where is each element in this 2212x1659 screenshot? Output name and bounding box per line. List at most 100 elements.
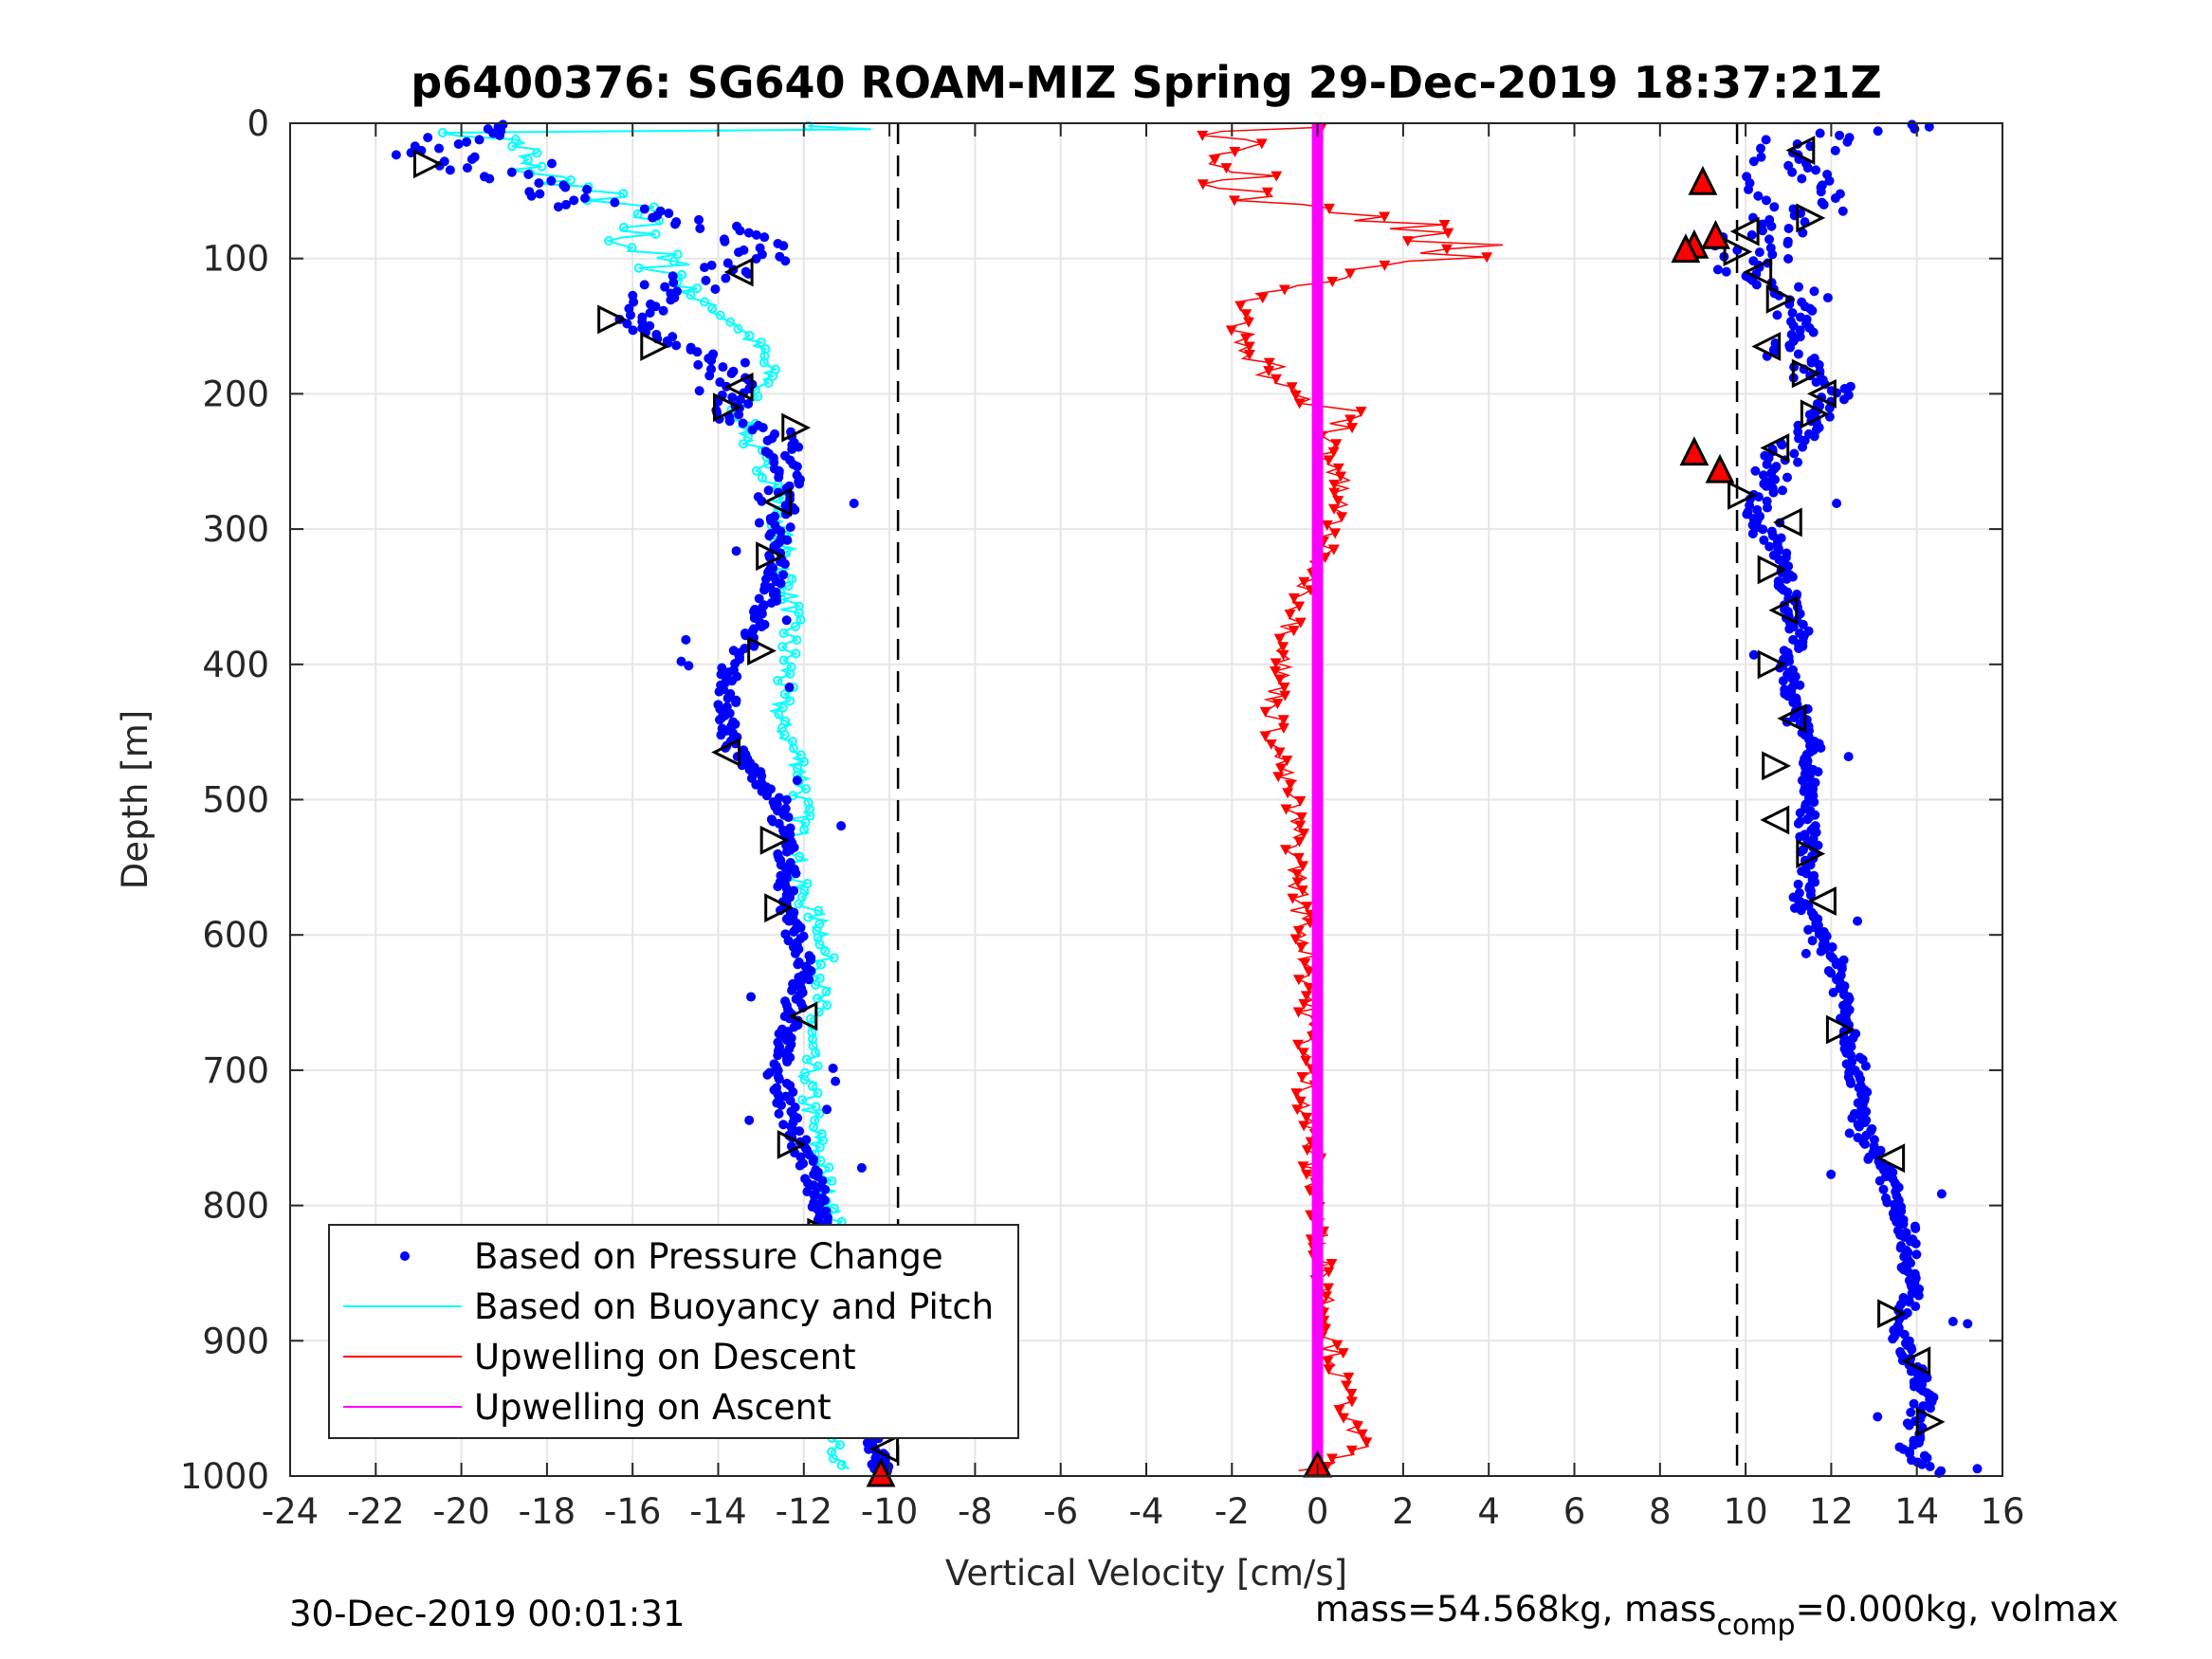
pressure-point-descent — [639, 204, 649, 214]
pressure-point-ascent — [1816, 946, 1826, 957]
upwelling-descent-marker — [1288, 626, 1300, 637]
buoyancy-point — [759, 357, 769, 368]
upwelling-descent-marker — [1295, 812, 1307, 824]
ascent-triangle-marker — [1796, 839, 1826, 869]
upwelling-descent-marker — [1331, 1340, 1344, 1351]
pressure-point-ascent — [1794, 282, 1804, 292]
pressure-point-ascent — [1904, 1420, 1914, 1431]
pressure-point-ascent — [1756, 152, 1766, 162]
pressure-point-ascent — [1777, 485, 1787, 496]
pressure-point-descent — [684, 661, 694, 671]
upwelling-descent-marker — [1300, 1055, 1312, 1066]
pressure-point-descent — [808, 1157, 818, 1167]
pressure-point-descent — [794, 479, 804, 489]
pressure-point-ascent — [1899, 1329, 1910, 1340]
upwelling-descent-marker — [1272, 772, 1285, 783]
upwelling-descent-marker — [1292, 975, 1305, 986]
pressure-point-descent — [714, 686, 724, 697]
upwelling-descent-marker — [1332, 463, 1344, 474]
upwelling-descent-marker — [1243, 341, 1255, 353]
y-tick-label: 900 — [202, 1321, 269, 1361]
pressure-point-descent — [637, 317, 648, 327]
ascent-triangle-marker — [1768, 595, 1799, 626]
pressure-point-descent — [864, 1444, 874, 1454]
buoyancy-point — [650, 229, 661, 240]
pressure-point-descent — [560, 182, 571, 192]
upwelling-descent-marker — [1327, 544, 1340, 556]
x-tick-label: 2 — [1392, 1491, 1415, 1532]
upwelling-descent-marker — [1288, 592, 1300, 604]
red-triangle-marker — [1701, 219, 1730, 249]
pressure-point-ascent — [1782, 574, 1792, 584]
buoyancy-point — [707, 303, 718, 314]
pressure-point-descent — [731, 698, 741, 708]
ascent-triangle-marker — [1772, 507, 1802, 538]
pressure-point-descent — [782, 1057, 793, 1067]
pressure-point-descent — [779, 558, 790, 569]
buoyancy-point — [522, 155, 533, 165]
pressure-point-descent — [560, 199, 571, 210]
x-tick-label: 6 — [1563, 1491, 1586, 1532]
upwelling-descent-marker — [1275, 763, 1288, 775]
buoyancy-point — [795, 851, 805, 862]
buoyancy-point — [813, 1061, 823, 1071]
upwelling-descent-marker — [1240, 333, 1252, 344]
pressure-point-descent — [761, 791, 772, 801]
pressure-point-descent — [778, 570, 789, 580]
pressure-point-descent — [670, 219, 681, 229]
x-tick-label: 0 — [1307, 1491, 1329, 1532]
upwelling-descent-marker — [1356, 1429, 1368, 1440]
pressure-point-descent — [784, 916, 795, 926]
pressure-point-ascent — [1795, 808, 1805, 818]
upwelling-descent-marker — [1287, 893, 1299, 904]
x-tick-label: 4 — [1477, 1491, 1500, 1532]
pressure-point-ascent — [1806, 357, 1817, 368]
pressure-point-ascent — [1835, 130, 1845, 140]
descent-triangle-marker — [777, 1129, 807, 1159]
x-tick-label: -14 — [689, 1491, 746, 1532]
pressure-point-descent — [526, 191, 537, 201]
pressure-point-descent — [795, 1126, 805, 1137]
upwelling-descent-marker — [1293, 398, 1306, 410]
pressure-point-ascent — [1789, 713, 1800, 723]
pressure-point-ascent — [1878, 1184, 1889, 1194]
buoyancy-point — [668, 256, 679, 266]
pressure-point-descent — [715, 715, 725, 725]
buoyancy-point — [795, 614, 806, 625]
upwelling-descent-marker — [1299, 958, 1311, 970]
ascent-triangle-marker — [1729, 216, 1760, 246]
buoyancy-point — [785, 696, 795, 706]
pressure-point-descent — [744, 1115, 755, 1125]
pressure-point-ascent — [1751, 280, 1762, 290]
pressure-point-ascent — [1789, 448, 1800, 459]
pressure-point-descent — [781, 847, 792, 857]
pressure-point-ascent — [1795, 325, 1805, 336]
y-tick-label: 200 — [202, 374, 269, 414]
pressure-point-descent — [722, 693, 733, 703]
pressure-point-descent — [763, 485, 774, 496]
red-triangle-marker — [866, 1457, 896, 1487]
upwelling-descent-marker — [1296, 1072, 1308, 1084]
pressure-point-ascent — [1764, 541, 1775, 552]
pressure-point-ascent — [1826, 968, 1837, 978]
upwelling-descent-marker — [1292, 925, 1305, 937]
buoyancy-point — [803, 912, 814, 922]
pressure-point-descent — [836, 821, 847, 831]
upwelling-descent-marker — [1345, 1388, 1358, 1399]
pressure-point-descent — [822, 1104, 832, 1115]
pressure-point-descent — [735, 226, 745, 236]
ascent-triangle-marker — [1791, 358, 1821, 389]
pressure-point-descent — [726, 368, 737, 378]
descent-triangle-marker — [412, 149, 443, 179]
y-tick-label: 500 — [202, 780, 269, 821]
pressure-point-descent — [783, 936, 794, 946]
buoyancy-point — [805, 811, 815, 821]
upwelling-descent-marker — [1256, 293, 1269, 304]
pressure-point-descent — [664, 209, 674, 219]
buoyancy-point — [618, 189, 629, 199]
upwelling-descent-marker — [1263, 366, 1275, 377]
upwelling-descent-marker — [1345, 1396, 1358, 1408]
pressure-point-descent — [648, 212, 658, 223]
pressure-point-ascent — [1746, 229, 1757, 240]
